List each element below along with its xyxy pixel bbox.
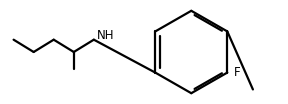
Text: F: F — [234, 66, 240, 79]
Text: NH: NH — [97, 29, 115, 42]
